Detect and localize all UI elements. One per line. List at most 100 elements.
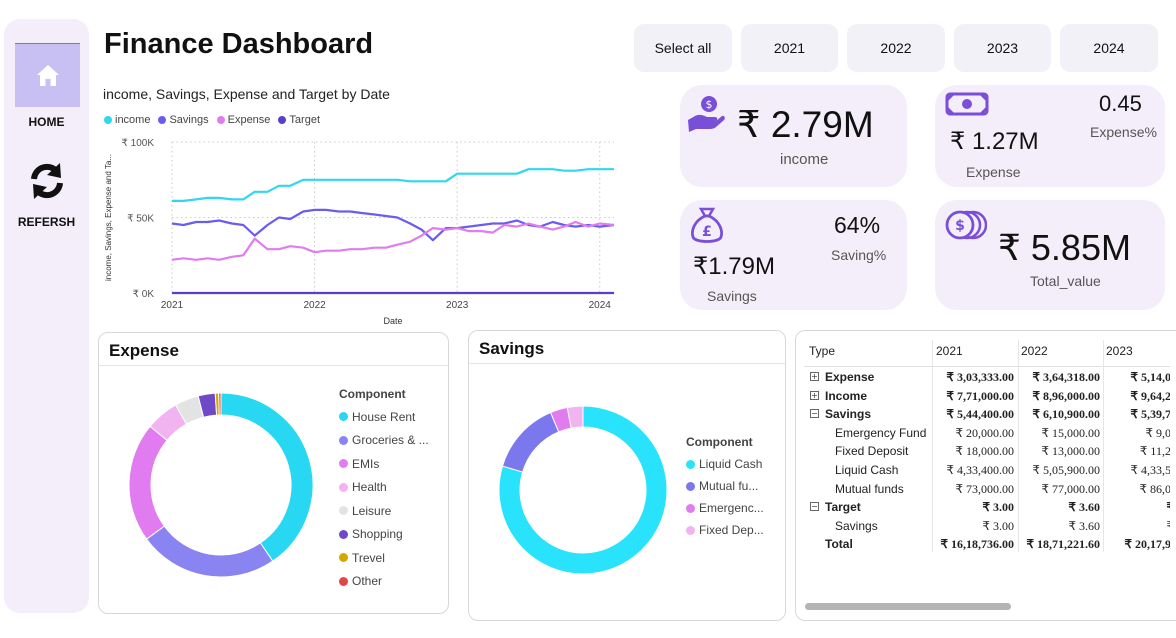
legend-dot	[339, 529, 348, 539]
matrix-cell: ₹ 86,000.	[1139, 481, 1170, 496]
matrix-cell: ₹ 6,10,900.00	[1032, 407, 1100, 422]
matrix-cell: ₹ 13,000.00	[1041, 444, 1100, 459]
matrix-cell: ₹ 3.60	[1068, 518, 1100, 533]
slice-liquid-cash	[498, 405, 668, 575]
slice-mutual-fu-	[501, 411, 560, 473]
matrix-header-year[interactable]: 2022	[1021, 344, 1048, 358]
refresh-button[interactable]	[4, 159, 89, 205]
legend-title: Component	[339, 387, 406, 401]
year-2023-button[interactable]: 2023	[954, 24, 1051, 72]
total-value: ₹ 5.85M	[998, 227, 1131, 268]
legend-dot	[339, 412, 348, 422]
home-button[interactable]	[15, 43, 80, 107]
x-axis-title: Date	[383, 316, 402, 326]
matrix-header-type[interactable]: Type	[809, 344, 836, 358]
home-icon	[36, 64, 59, 86]
legend-label: Fixed Dep...	[699, 523, 764, 537]
sidebar: HOME REFERSH	[4, 19, 89, 613]
savings-donut-chart	[498, 405, 668, 575]
legend-item[interactable]: EMIs	[339, 452, 429, 476]
matrix-header-year[interactable]: 2021	[936, 344, 963, 358]
matrix-cell: ₹ 20,000.00	[955, 425, 1014, 440]
slice-house-rent	[220, 392, 314, 562]
series-line-expense	[171, 220, 615, 261]
legend-item[interactable]: Trevel	[339, 546, 429, 570]
legend-item[interactable]: Fixed Dep...	[686, 519, 764, 541]
matrix-horizontal-scrollbar[interactable]	[805, 603, 1011, 610]
legend-item[interactable]: Liquid Cash	[686, 453, 764, 475]
savings-panel-title: Savings	[479, 339, 545, 358]
total-coins-icon: $	[945, 210, 987, 240]
matrix-cell: ₹ 20,17,993.	[1124, 537, 1170, 552]
legend-target: Target	[278, 114, 320, 126]
expense-panel-title: Expense	[109, 341, 179, 360]
matrix-cell: ₹ 9,000.	[1145, 425, 1170, 440]
legend-item[interactable]: Shopping	[339, 523, 429, 547]
legend-item[interactable]: Leisure	[339, 499, 429, 523]
matrix-row-label: Emergency Fund	[835, 425, 927, 440]
expand-icon[interactable]: +	[810, 390, 819, 400]
legend-dot	[339, 576, 348, 586]
savings-moneybag-icon: £	[691, 207, 723, 243]
page-title: Finance Dashboard	[104, 28, 374, 60]
matrix-row: Mutual funds ₹ 73,000.00 ₹ 77,000.00 ₹ 86,0…	[804, 480, 1170, 499]
legend-item[interactable]: Health	[339, 476, 429, 500]
matrix-row-label: Mutual funds	[835, 481, 904, 496]
matrix-cell: ₹ 3.	[1166, 519, 1170, 534]
slice-other	[218, 392, 222, 416]
legend-item[interactable]: Emergenc...	[686, 497, 764, 519]
x-tick-label: 2024	[589, 300, 612, 311]
matrix-row-label: Target	[825, 500, 861, 515]
matrix-cell: ₹ 3,64,318.00	[1032, 370, 1100, 384]
select-all-button[interactable]: Select all	[634, 24, 732, 72]
expense-money-icon	[945, 92, 989, 116]
legend-item[interactable]: Groceries & ...	[339, 429, 429, 453]
matrix-cell: ₹ 4,33,400.00	[946, 463, 1014, 477]
matrix-header-year[interactable]: 2023	[1106, 344, 1133, 358]
matrix-row: Total ₹ 16,18,736.00 ₹ 18,71,221.60 ₹ 20,17…	[804, 535, 1170, 552]
year-2024-button[interactable]: 2024	[1060, 24, 1158, 72]
legend-dot	[339, 459, 348, 469]
year-2022-button[interactable]: 2022	[847, 24, 945, 72]
matrix-row: − Savings ₹ 5,44,400.00 ₹ 6,10,900.00 ₹ 5,39…	[804, 405, 1170, 424]
matrix-row-label: Fixed Deposit	[835, 444, 909, 459]
saving-pct-label: Saving%	[831, 247, 887, 263]
svg-text:£: £	[702, 224, 712, 240]
matrix-row: + Income ₹ 7,71,000.00 ₹ 8,96,000.00 ₹ 9,64,…	[804, 387, 1170, 406]
legend-label: Health	[352, 480, 387, 495]
legend-label: Shopping	[352, 527, 403, 542]
matrix-cell: ₹ 18,71,221.60	[1026, 537, 1100, 552]
legend-label: Trevel	[352, 550, 385, 565]
matrix-cell: ₹ 11,200.	[1139, 444, 1170, 459]
home-label: HOME	[28, 115, 65, 129]
legend-item[interactable]: Mutual fu...	[686, 475, 764, 497]
expand-icon[interactable]: +	[810, 372, 819, 381]
x-tick-label: 2021	[161, 300, 184, 311]
legend-dot	[339, 482, 348, 492]
income-value: ₹ 2.79M	[737, 104, 874, 145]
collapse-icon[interactable]: −	[810, 502, 819, 512]
matrix-cell: ₹ 9,64,200.	[1130, 388, 1170, 403]
legend-item[interactable]: Other	[339, 570, 429, 594]
total-card: $ ₹ 5.85M Total_value	[935, 200, 1165, 310]
line-chart-legend: income Savings Expense Target	[104, 114, 320, 126]
matrix-cell: ₹ 4,33,500.	[1130, 463, 1170, 477]
matrix-row: Fixed Deposit ₹ 18,000.00 ₹ 13,000.00 ₹ 11,…	[804, 442, 1170, 461]
expense-label: Expense	[966, 164, 1021, 180]
matrix-row: Liquid Cash ₹ 4,33,400.00 ₹ 5,05,900.00 ₹ 4…	[804, 461, 1170, 480]
matrix-cell: ₹ 5,05,900.00	[1032, 463, 1100, 477]
y-tick-label: ₹ 100K	[122, 138, 155, 149]
matrix-row: −Target ₹ 3.00 ₹ 3.60 ₹ 3.	[804, 498, 1170, 517]
savings-card: £ ₹1.79M Savings 64% Saving%	[680, 200, 907, 310]
expense-pct-label: Expense%	[1090, 124, 1157, 140]
x-tick-label: 2022	[303, 300, 326, 311]
income-card: $ ₹ 2.79M income	[680, 85, 907, 187]
legend-dot	[339, 435, 348, 445]
year-2021-button[interactable]: 2021	[741, 24, 838, 72]
collapse-icon[interactable]: −	[810, 409, 819, 419]
matrix-cell: ₹ 3.00	[982, 500, 1014, 515]
legend-income: income	[104, 114, 150, 126]
legend-item[interactable]: House Rent	[339, 405, 429, 429]
x-tick-label: 2023	[446, 300, 469, 311]
matrix-row-label: Liquid Cash	[835, 463, 899, 477]
